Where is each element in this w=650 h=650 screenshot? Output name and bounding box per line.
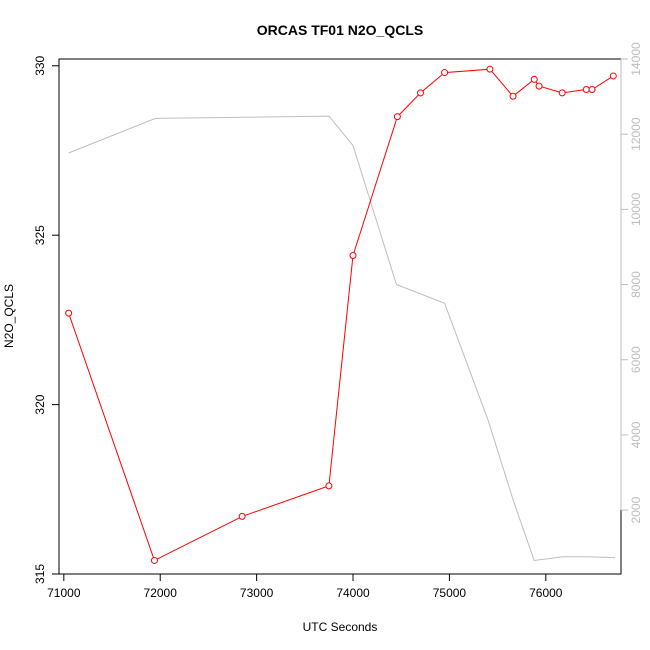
series [65, 65, 617, 564]
series-0-point-11 [535, 82, 543, 90]
series-0-point-2 [238, 512, 246, 520]
series-0-point-0 [65, 309, 73, 317]
y2-tick-label-0: 2000 [629, 496, 643, 523]
x-tick-label-5: 76000 [529, 586, 563, 600]
axes: 71000 72000 73000 74000 75000 76000 315 320 325 3… [33, 42, 643, 600]
series-0-point-6 [416, 89, 424, 97]
series-0-point-3 [325, 482, 333, 490]
y2-tick-label-1: 4000 [629, 421, 643, 448]
y-tick-label-1: 320 [33, 394, 47, 414]
x-tick-label-3: 74000 [336, 586, 370, 600]
y2-tick-label-3: 8000 [629, 271, 643, 298]
x-tick-label-0: 71000 [47, 586, 81, 600]
y-axis-label: N2O_QCLS [2, 284, 16, 348]
series-1-line [68, 115, 616, 562]
series-0-point-8 [486, 65, 494, 73]
series-0-point-13 [582, 85, 590, 93]
x-tick-label-2: 73000 [240, 586, 274, 600]
series-0-point-4 [349, 252, 357, 260]
series-0-point-1 [150, 556, 158, 564]
series-0-point-7 [441, 69, 449, 77]
x-tick-label-1: 72000 [144, 586, 178, 600]
y-tick-label-0: 315 [33, 564, 47, 584]
chart-title: ORCAS TF01 N2O_QCLS [257, 22, 423, 38]
series-0-line [68, 68, 614, 562]
y2-tick-label-5: 12000 [629, 117, 643, 151]
x-tick-label-4: 75000 [433, 586, 467, 600]
y-tick-label-2: 325 [33, 225, 47, 245]
y2-tick-label-4: 10000 [629, 192, 643, 226]
y2-tick-label-6: 14000 [629, 42, 643, 76]
series-0-point-12 [558, 89, 566, 97]
series-0-point-15 [609, 72, 617, 80]
x-axis-label: UTC Seconds [303, 620, 378, 634]
y2-tick-label-2: 6000 [629, 346, 643, 373]
series-0-point-10 [530, 75, 538, 83]
series-0-point-14 [588, 85, 596, 93]
plot-frame [58, 58, 622, 575]
y-tick-label-3: 330 [33, 55, 47, 75]
series-0-point-5 [393, 113, 401, 121]
series-0-point-9 [509, 92, 517, 100]
